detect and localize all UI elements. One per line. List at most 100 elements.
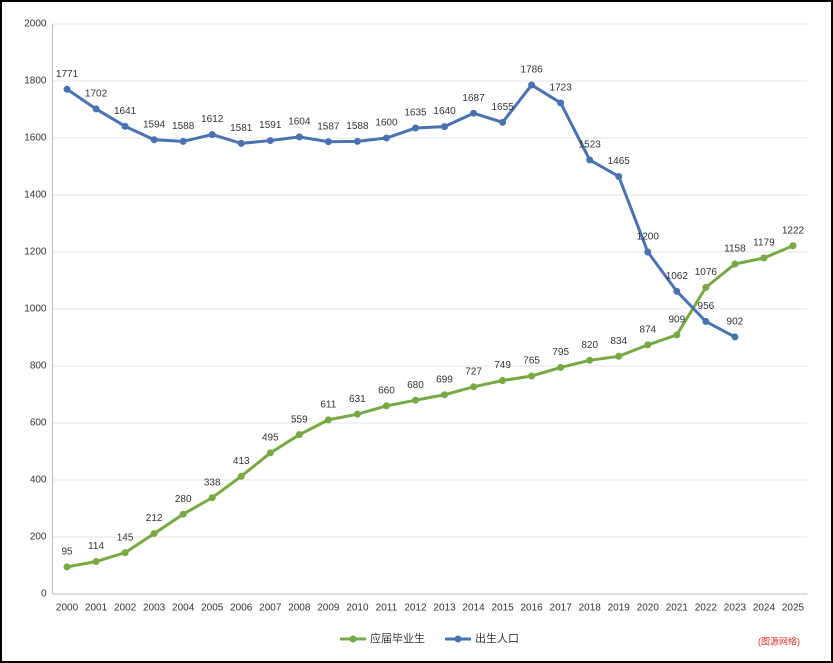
point [441, 391, 449, 399]
point [499, 377, 507, 385]
point [673, 331, 681, 339]
data-label: 956 [698, 301, 715, 312]
y-tick-label: 1600 [24, 133, 47, 144]
data-label: 559 [291, 414, 308, 425]
point [382, 402, 390, 410]
data-label: 1158 [724, 244, 746, 255]
series-line [66, 244, 794, 569]
data-label: 1523 [579, 140, 602, 151]
x-tick-label: 2014 [462, 603, 485, 614]
data-label: 1179 [753, 238, 775, 249]
data-label: 1076 [695, 267, 718, 278]
point [382, 134, 390, 142]
x-tick-label: 2012 [404, 603, 427, 614]
source-note: (图源网络) [758, 635, 800, 646]
data-label: 114 [88, 541, 104, 552]
x-tick-label: 2018 [579, 603, 602, 614]
data-label: 1222 [782, 225, 805, 236]
point [179, 510, 187, 518]
point [266, 449, 274, 457]
data-label: 1581 [230, 123, 253, 134]
x-tick-label: 2022 [695, 603, 718, 614]
point [760, 254, 768, 262]
x-tick-label: 2025 [782, 603, 805, 614]
data-label: 1723 [550, 83, 573, 94]
series-line [66, 83, 736, 339]
data-label: 1588 [346, 121, 369, 132]
data-label: 1594 [143, 119, 166, 130]
data-label: 280 [175, 494, 192, 505]
y-tick-label: 0 [41, 589, 47, 600]
point [121, 122, 129, 130]
point [644, 248, 652, 256]
point [702, 318, 710, 326]
data-label: 699 [436, 374, 453, 385]
x-tick-label: 2013 [433, 603, 456, 614]
point [208, 494, 216, 502]
point [63, 85, 71, 93]
point [295, 431, 303, 439]
x-tick-label: 2019 [608, 603, 631, 614]
point [528, 372, 536, 380]
legend-label: 应届毕业生 [370, 631, 425, 645]
point [499, 118, 507, 126]
data-label: 1655 [491, 102, 514, 113]
data-label: 660 [378, 386, 395, 397]
x-tick-label: 2024 [753, 603, 776, 614]
x-tick-label: 2023 [724, 603, 747, 614]
data-label: 338 [204, 477, 221, 488]
x-tick-label: 2000 [56, 603, 79, 614]
point [150, 530, 158, 538]
data-label: 1465 [608, 156, 631, 167]
data-label: 727 [465, 366, 482, 377]
data-label: 1591 [259, 120, 282, 131]
data-label: 1640 [433, 106, 456, 117]
x-tick-label: 2003 [143, 603, 166, 614]
x-tick-label: 2007 [259, 603, 282, 614]
data-label: 1786 [521, 65, 544, 76]
point [324, 138, 332, 146]
point [586, 356, 594, 364]
point [731, 333, 739, 341]
x-tick-label: 2002 [114, 603, 137, 614]
data-label: 95 [61, 547, 73, 558]
point [237, 139, 245, 147]
x-tick-label: 2016 [521, 603, 544, 614]
x-tick-label: 2017 [550, 603, 573, 614]
point [673, 287, 681, 295]
y-tick-label: 800 [30, 361, 47, 372]
point [731, 260, 739, 268]
point [528, 81, 536, 89]
point [615, 352, 623, 360]
y-tick-label: 1400 [24, 190, 47, 201]
legend-marker [454, 635, 462, 643]
data-label: 1687 [462, 93, 485, 104]
data-label: 1702 [85, 89, 108, 100]
data-label: 413 [233, 456, 250, 467]
point [92, 105, 100, 113]
y-tick-label: 1000 [24, 304, 47, 315]
y-tick-label: 2000 [24, 19, 47, 30]
data-label: 1641 [114, 106, 137, 117]
x-tick-label: 2001 [85, 603, 108, 614]
x-tick-label: 2004 [172, 603, 195, 614]
point [411, 124, 419, 132]
y-tick-label: 400 [30, 475, 47, 486]
point [353, 410, 361, 418]
point [644, 341, 652, 349]
data-label: 1635 [404, 108, 427, 119]
x-tick-label: 2005 [201, 603, 224, 614]
point [324, 416, 332, 424]
x-tick-label: 2021 [666, 603, 689, 614]
legend-marker [349, 635, 357, 643]
data-label: 1062 [666, 271, 689, 282]
x-tick-label: 2015 [491, 603, 514, 614]
data-label: 902 [727, 317, 744, 328]
data-label: 212 [146, 513, 163, 524]
data-label: 680 [407, 380, 424, 391]
data-label: 1588 [172, 121, 195, 132]
data-label: 495 [262, 433, 279, 444]
data-label: 765 [523, 356, 540, 367]
data-label: 909 [668, 315, 685, 326]
data-label: 1604 [288, 117, 311, 128]
